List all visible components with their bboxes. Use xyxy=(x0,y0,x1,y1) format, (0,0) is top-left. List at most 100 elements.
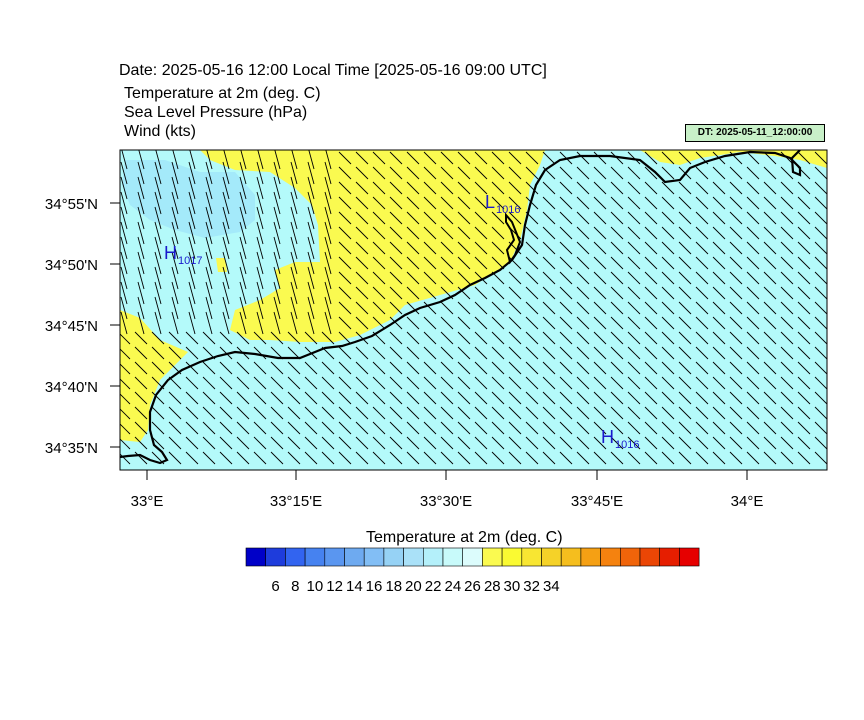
wind-barb xyxy=(712,211,726,225)
wind-barb xyxy=(155,150,162,170)
wind-barb xyxy=(355,271,369,285)
wind-barb xyxy=(406,256,420,270)
lon-label: 33°15'E xyxy=(270,493,322,510)
wind-barb xyxy=(491,331,505,345)
map-frame xyxy=(119,149,828,471)
wind-barb xyxy=(491,421,505,435)
wind-barb xyxy=(729,406,743,420)
wind-barb xyxy=(678,241,692,255)
wind-barb xyxy=(525,151,539,165)
wind-barb xyxy=(406,436,420,450)
wind-barb xyxy=(239,191,247,215)
wind-barb xyxy=(712,181,726,195)
wind-barb xyxy=(189,150,196,170)
wind-barb xyxy=(389,166,403,180)
wind-barb xyxy=(151,331,165,345)
wind-barb xyxy=(389,331,403,345)
wind-barb xyxy=(491,406,505,420)
colorbar-swatch xyxy=(324,547,345,567)
wind-barb xyxy=(797,331,811,345)
wind-barb xyxy=(746,451,760,465)
wind-barb xyxy=(763,211,777,225)
wind-barb xyxy=(372,286,386,300)
wind-barb xyxy=(661,406,675,420)
wind-barb xyxy=(355,406,369,420)
wind-barb xyxy=(491,361,505,375)
wind-barb xyxy=(542,436,556,450)
wind-barb xyxy=(780,361,794,375)
wind-barb xyxy=(780,436,794,450)
wind-barb xyxy=(508,151,522,165)
wind-barb xyxy=(695,361,709,375)
wind-barb xyxy=(151,421,165,435)
colorbar-tick-label: 22 xyxy=(425,578,442,595)
wind-barb xyxy=(780,211,794,225)
wind-barb xyxy=(678,316,692,330)
wind-barb xyxy=(457,211,471,225)
wind-barb xyxy=(474,361,488,375)
wind-barb xyxy=(239,176,247,200)
wind-barb xyxy=(321,436,335,450)
wind-barb xyxy=(474,316,488,330)
wind-barb xyxy=(440,451,454,465)
wind-barb xyxy=(746,376,760,390)
wind-barb xyxy=(406,151,420,165)
wind-barb xyxy=(729,331,743,345)
wind-barb xyxy=(423,331,437,345)
colorbar-swatch xyxy=(501,547,523,567)
wind-barb xyxy=(525,241,539,255)
lon-label: 33°E xyxy=(131,493,164,510)
wind-barb xyxy=(525,196,539,210)
wind-barb xyxy=(440,421,454,435)
wind-barb xyxy=(474,286,488,300)
wind-barb xyxy=(610,331,624,345)
wind-barb xyxy=(644,151,658,165)
wind-barb xyxy=(559,271,573,285)
wind-barb xyxy=(559,301,573,315)
wind-barb xyxy=(205,311,213,335)
wind-barb xyxy=(695,331,709,345)
wind-barb xyxy=(171,281,179,305)
wind-barb xyxy=(307,266,315,290)
wind-barb xyxy=(440,211,454,225)
wind-barb xyxy=(171,206,179,230)
wind-barb xyxy=(474,436,488,450)
wind-barb xyxy=(814,391,827,405)
wind-barb xyxy=(307,191,315,215)
wind-barb xyxy=(120,378,131,390)
wind-barb xyxy=(763,346,777,360)
wind-barb xyxy=(188,161,196,185)
wind-barb xyxy=(321,391,335,405)
lagoon-shore xyxy=(505,212,522,265)
wind-barb xyxy=(355,181,369,195)
wind-barb xyxy=(525,421,539,435)
wind-barb xyxy=(236,406,250,420)
colorbar-tick-label: 26 xyxy=(464,578,481,595)
wind-barb xyxy=(729,211,743,225)
wind-barb xyxy=(134,376,148,390)
wind-barb xyxy=(355,211,369,225)
wind-barb xyxy=(304,406,318,420)
wind-barb xyxy=(644,196,658,210)
wind-barb xyxy=(678,376,692,390)
wind-barb xyxy=(423,406,437,420)
wind-barb xyxy=(814,346,827,360)
wind-barb xyxy=(780,241,794,255)
wind-barb xyxy=(559,436,573,450)
wind-barb xyxy=(491,226,505,240)
wind-barb xyxy=(712,271,726,285)
wind-barb xyxy=(627,346,641,360)
wind-barb xyxy=(389,256,403,270)
wind-barb xyxy=(559,181,573,195)
wind-barb xyxy=(593,421,607,435)
wind-barb xyxy=(729,451,743,465)
wind-barb xyxy=(593,331,607,345)
wind-barb xyxy=(389,196,403,210)
wind-barb xyxy=(151,406,165,420)
wind-barb xyxy=(137,281,145,305)
wind-barb xyxy=(338,376,352,390)
wind-barb xyxy=(559,196,573,210)
wind-barb xyxy=(239,281,247,305)
wind-barb xyxy=(273,296,281,320)
wind-barb xyxy=(355,151,369,165)
